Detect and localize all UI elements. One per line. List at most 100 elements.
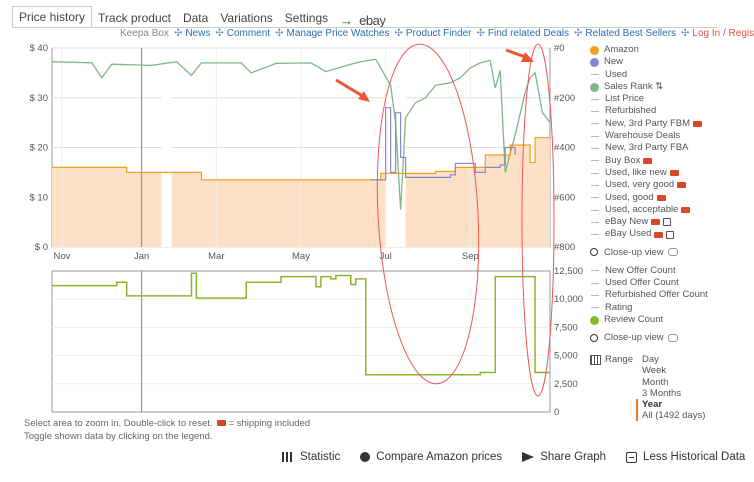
legend-item[interactable]: New, 3rd Party FBA — [590, 142, 708, 154]
range-option-week[interactable]: Week — [642, 365, 667, 377]
login-register-link[interactable]: Log In / Register — [692, 28, 754, 39]
sub-navigation: Keepa Box ✣ News ✣ Comment ✣ Manage Price Watc… — [120, 28, 754, 39]
separator-icon: ✣ — [681, 28, 690, 39]
action-bar: Statistic Compare Amazon prices Share Grap… — [282, 451, 754, 463]
legend-item[interactable]: Used Offer Count — [590, 277, 708, 289]
legend-dot-icon — [590, 82, 599, 92]
x-tick-label: May — [292, 251, 310, 262]
legend-dash-icon — [591, 111, 599, 113]
range-label-row: Range — [590, 354, 633, 365]
legend-label: New — [604, 56, 624, 68]
legend-item[interactable]: Review Count — [590, 314, 708, 326]
review-count-line[interactable] — [52, 272, 550, 376]
legend-dot-icon — [590, 45, 599, 55]
separator-icon: ✣ — [275, 28, 284, 39]
bottom-chart[interactable]: 0 2,500 5,000 7,500 10,000 12,500 — [51, 266, 583, 418]
legend-item[interactable]: eBay New — [590, 216, 708, 228]
y-left-tick-label: $ 30 — [30, 93, 49, 104]
x-tick-label: Mar — [208, 251, 224, 262]
sales-rank-line[interactable] — [51, 58, 551, 210]
action-statistic[interactable]: Statistic — [282, 451, 340, 463]
legend-label: eBay Used — [605, 228, 652, 240]
separator-icon: ✣ — [394, 28, 403, 39]
magnifier-icon — [590, 333, 598, 342]
legend-dash-icon — [591, 197, 599, 199]
action-less-historical-data[interactable]: Less Historical Data — [626, 451, 745, 463]
range-option-all-1492-days-[interactable]: All (1492 days) — [642, 410, 706, 422]
subnav-link-related-best-sellers[interactable]: Related Best Sellers — [585, 28, 677, 39]
range-option-year[interactable]: Year — [635, 399, 705, 422]
legend-item[interactable]: eBay Used — [590, 228, 708, 240]
legend-item[interactable]: Used, like new — [590, 167, 708, 179]
action-compare-amazon-prices[interactable]: Compare Amazon prices — [360, 451, 502, 463]
legend-item[interactable]: Rating — [590, 302, 708, 314]
footnote: Select area to zoom in. Double-click to … — [24, 418, 310, 443]
action-share-graph[interactable]: Share Graph — [522, 451, 606, 463]
legend-item[interactable]: Refurbished Offer Count — [590, 289, 708, 301]
legend-item[interactable]: List Price — [590, 93, 708, 105]
bar-chart-icon — [282, 452, 294, 462]
tab-ebay[interactable]: ebay — [359, 13, 386, 28]
subnav-keepa-box[interactable]: Keepa Box — [120, 28, 169, 39]
subnav-link-manage-price-watches[interactable]: Manage Price Watches — [286, 28, 390, 39]
tab-variations[interactable]: Variations — [220, 11, 273, 25]
legend-item[interactable]: Used — [590, 69, 708, 81]
legend-dash-icon — [591, 98, 599, 100]
tab-settings[interactable]: Settings — [284, 11, 329, 25]
legend-label: Refurbished — [605, 105, 657, 117]
truck-icon — [651, 219, 661, 226]
annotation-arrowhead-1 — [358, 91, 370, 102]
legend-item[interactable]: Warehouse Deals — [590, 130, 708, 142]
legend-dash-icon — [591, 294, 599, 296]
legend-item[interactable]: Used, very good — [590, 179, 708, 191]
y-right-tick-label: 2,500 — [554, 379, 578, 390]
tab-bar: Price history Track product Data Variations… — [12, 6, 386, 28]
legend-dash-icon — [591, 282, 599, 284]
new-price-line[interactable] — [370, 107, 516, 181]
y-right-tick-label: 10,000 — [554, 294, 583, 305]
subnav-link-news[interactable]: News — [185, 28, 211, 39]
truck-icon — [669, 170, 679, 177]
legend-item[interactable]: Refurbished — [590, 105, 708, 117]
separator-icon: ✣ — [173, 28, 183, 39]
legend-label: Used Offer Count — [605, 277, 679, 289]
legend-item[interactable]: Sales Rank ⇅ — [590, 81, 708, 93]
closeup-view-toggle[interactable]: Close-up view — [590, 247, 708, 258]
range-option-day[interactable]: Day — [642, 354, 659, 365]
separator-icon: ✣ — [476, 28, 485, 39]
range-option-3-months[interactable]: 3 Months — [642, 387, 682, 399]
annotations — [335, 43, 555, 397]
legend-panel: Amazon New Used Sales Rank ⇅ List Price Refur… — [590, 44, 708, 343]
truck-icon — [693, 120, 702, 127]
x-tick-label: Sep — [462, 251, 479, 262]
legend-item[interactable]: New Offer Count — [590, 265, 708, 277]
truck-icon — [677, 182, 687, 189]
legend-item[interactable]: New — [590, 56, 708, 68]
calendar-icon — [590, 354, 601, 365]
legend-item[interactable]: Used, good — [590, 192, 708, 204]
legend-item[interactable]: Buy Box — [590, 155, 708, 167]
tab-track-product[interactable]: Track product — [98, 11, 171, 25]
range-option-month[interactable]: Month — [642, 376, 669, 388]
tab-data[interactable]: Data — [182, 11, 209, 25]
legend-dot-icon — [590, 57, 599, 67]
closeup-view-toggle[interactable]: Close-up view — [590, 332, 708, 343]
top-chart[interactable]: $ 0 $ 10 $ 20 $ 30 $ 40 #0 #200 #400 #600 #800 Nov… — [30, 43, 576, 262]
separator-icon: ✣ — [215, 28, 224, 39]
subnav-link-find-related-deals[interactable]: Find related Deals — [487, 28, 570, 39]
legend-item[interactable]: Used, acceptable — [590, 204, 708, 216]
legend-item[interactable]: Amazon — [590, 44, 708, 56]
legend-dash-icon — [591, 209, 599, 211]
legend-item[interactable]: New, 3rd Party FBM — [590, 118, 708, 130]
subnav-link-comment[interactable]: Comment — [226, 28, 271, 39]
legend-label: Buy Box — [605, 154, 641, 166]
legend-label: Used, very good — [605, 179, 675, 191]
subnav-link-product-finder[interactable]: Product Finder — [405, 28, 472, 39]
closeup-label: Close-up view — [604, 246, 664, 258]
y-right-tick-label: 7,500 — [554, 322, 578, 333]
legend-label: New Offer Count — [605, 264, 676, 276]
action-label: Statistic — [300, 451, 341, 463]
legend-label: Warehouse Deals — [605, 130, 681, 142]
legend-label: List Price — [605, 93, 645, 105]
